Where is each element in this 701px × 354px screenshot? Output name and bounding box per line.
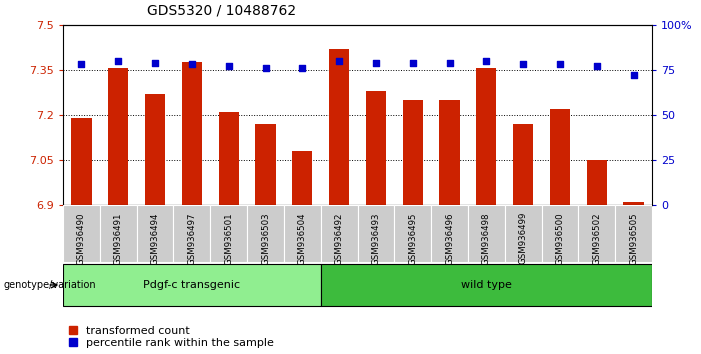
Text: GDS5320 / 10488762: GDS5320 / 10488762: [147, 4, 297, 18]
Bar: [578, 205, 615, 262]
Bar: [358, 205, 394, 262]
Bar: [63, 264, 320, 306]
Bar: [320, 264, 652, 306]
Text: GSM936491: GSM936491: [114, 212, 123, 265]
Bar: [623, 202, 644, 205]
Bar: [402, 100, 423, 205]
Point: [297, 65, 308, 71]
Bar: [505, 205, 542, 262]
Bar: [431, 205, 468, 262]
Bar: [440, 100, 460, 205]
Text: GSM936498: GSM936498: [482, 212, 491, 265]
Bar: [329, 49, 349, 205]
Point: [554, 62, 566, 67]
Point: [113, 58, 124, 64]
Bar: [587, 160, 607, 205]
Point: [223, 63, 234, 69]
Text: GSM936503: GSM936503: [261, 212, 270, 265]
Text: GSM936496: GSM936496: [445, 212, 454, 265]
Bar: [292, 151, 313, 205]
Text: GSM936495: GSM936495: [408, 212, 417, 265]
Text: GSM936499: GSM936499: [519, 212, 528, 264]
Bar: [145, 94, 165, 205]
Bar: [476, 68, 496, 205]
Bar: [219, 112, 239, 205]
Point: [149, 60, 161, 65]
Point: [444, 60, 455, 65]
Text: GSM936502: GSM936502: [592, 212, 601, 265]
Text: genotype/variation: genotype/variation: [4, 280, 96, 290]
Text: GSM936500: GSM936500: [555, 212, 564, 265]
Point: [76, 62, 87, 67]
Bar: [63, 205, 100, 262]
Bar: [72, 118, 92, 205]
Text: Pdgf-c transgenic: Pdgf-c transgenic: [143, 280, 240, 290]
Bar: [255, 124, 275, 205]
Bar: [100, 205, 137, 262]
Bar: [542, 205, 578, 262]
Text: GSM936494: GSM936494: [151, 212, 160, 265]
Point: [334, 58, 345, 64]
Point: [628, 73, 639, 78]
Bar: [394, 205, 431, 262]
Point: [591, 63, 602, 69]
Text: GSM936492: GSM936492: [334, 212, 343, 265]
Text: GSM936501: GSM936501: [224, 212, 233, 265]
Bar: [550, 109, 570, 205]
Text: GSM936497: GSM936497: [187, 212, 196, 265]
Point: [186, 62, 198, 67]
Text: GSM936505: GSM936505: [629, 212, 638, 265]
Point: [517, 62, 529, 67]
Bar: [320, 205, 358, 262]
Bar: [174, 205, 210, 262]
Point: [481, 58, 492, 64]
Text: GSM936504: GSM936504: [298, 212, 307, 265]
Legend: transformed count, percentile rank within the sample: transformed count, percentile rank withi…: [69, 325, 274, 348]
Text: wild type: wild type: [461, 280, 512, 290]
Bar: [247, 205, 284, 262]
Text: GSM936493: GSM936493: [372, 212, 381, 265]
Bar: [137, 205, 174, 262]
Text: GSM936490: GSM936490: [77, 212, 86, 265]
Point: [370, 60, 381, 65]
Bar: [468, 205, 505, 262]
Point: [260, 65, 271, 71]
Point: [407, 60, 418, 65]
Bar: [366, 91, 386, 205]
Bar: [615, 205, 652, 262]
Bar: [284, 205, 321, 262]
Bar: [513, 124, 533, 205]
Bar: [108, 68, 128, 205]
Bar: [182, 62, 202, 205]
Bar: [210, 205, 247, 262]
